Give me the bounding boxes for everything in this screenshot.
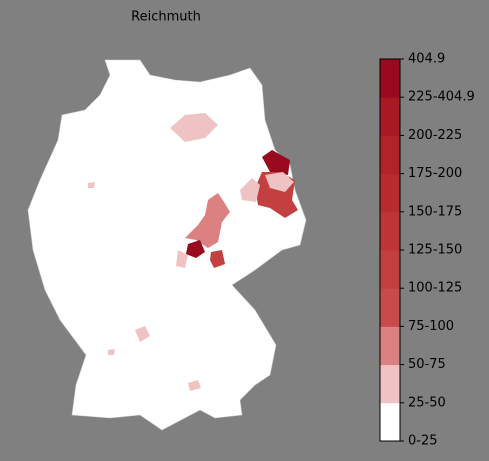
colorbar-label: 175-200 [408,166,462,181]
region [170,113,218,142]
region [240,178,260,202]
region [88,182,95,188]
region [188,380,201,391]
colorbar-segment [380,135,400,175]
region [186,240,205,258]
germany-map [27,59,307,431]
colorbar-label: 150-175 [408,204,462,219]
colorbar-segment [380,211,400,251]
colorbar-label: 0-25 [408,434,438,449]
colorbar-label: 50-75 [408,357,446,372]
colorbar-label: 200-225 [408,128,462,143]
colorbar: 0-25 25-50 50-75 75-100 100-125 125-150 150-17… [379,52,475,449]
region [185,193,230,248]
colorbar-segment [380,250,400,289]
colorbar-segment [380,97,400,136]
colorbar-segment [380,59,400,98]
region [265,172,294,192]
region [108,349,115,355]
colorbar-label: 25-50 [408,395,446,410]
colorbar-label: 225-404.9 [408,90,475,105]
region [210,250,225,268]
region [176,250,188,268]
colorbar-segment [380,173,400,213]
colorbar-label: 100-125 [408,281,462,296]
colorbar-label: 125-150 [408,243,462,258]
colorbar-label: 75-100 [408,319,454,334]
colorbar-segment [380,288,400,327]
map-title: Reichmuth [131,10,201,25]
country-outline [27,59,307,431]
colorbar-segment [380,364,400,404]
colorbar-segment [380,326,400,366]
colorbar-segment [380,402,400,442]
region [135,326,150,342]
colorbar-label: 404.9 [408,52,445,67]
region [262,150,290,175]
